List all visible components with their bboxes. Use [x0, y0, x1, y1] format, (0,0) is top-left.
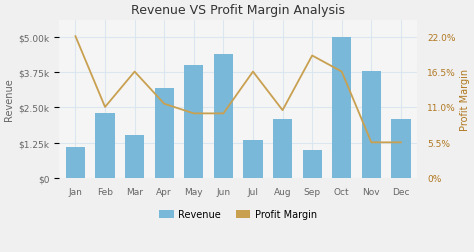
Y-axis label: Profit Margin: Profit Margin: [460, 69, 470, 131]
Bar: [302, 150, 322, 178]
Bar: [332, 38, 351, 178]
Title: Revenue VS Profit Margin Analysis: Revenue VS Profit Margin Analysis: [131, 4, 345, 17]
Bar: [125, 136, 144, 178]
Bar: [243, 140, 263, 178]
Bar: [362, 72, 381, 178]
Bar: [392, 119, 410, 178]
Y-axis label: Revenue: Revenue: [4, 78, 14, 121]
Legend: Revenue, Profit Margin: Revenue, Profit Margin: [155, 206, 321, 223]
Bar: [66, 147, 85, 178]
Bar: [184, 66, 203, 178]
Bar: [95, 114, 115, 178]
Bar: [155, 88, 174, 178]
Bar: [273, 119, 292, 178]
Bar: [214, 55, 233, 178]
